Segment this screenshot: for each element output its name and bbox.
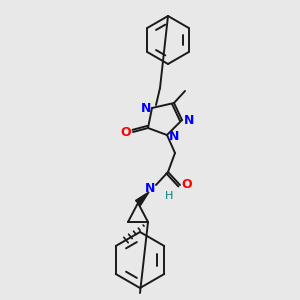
Text: N: N	[184, 115, 194, 128]
Polygon shape	[136, 192, 149, 206]
Text: H: H	[165, 191, 173, 201]
Text: O: O	[182, 178, 192, 191]
Text: N: N	[141, 103, 151, 116]
Text: N: N	[145, 182, 155, 196]
Text: O: O	[121, 125, 131, 139]
Text: N: N	[169, 130, 179, 142]
